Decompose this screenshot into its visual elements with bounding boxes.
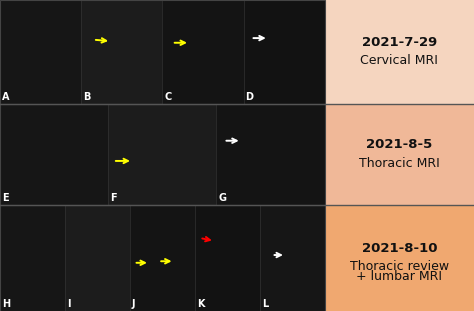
Bar <box>0 104 108 205</box>
Bar <box>325 104 474 205</box>
Text: B: B <box>83 92 91 102</box>
Bar <box>0 0 81 104</box>
Text: C: C <box>164 92 172 102</box>
Bar <box>260 205 325 311</box>
Bar <box>325 0 474 104</box>
Bar <box>0 104 325 205</box>
Text: 2021-8-10: 2021-8-10 <box>362 242 437 255</box>
Bar <box>0 205 325 311</box>
Bar <box>244 0 325 104</box>
Bar <box>0 0 325 104</box>
Text: F: F <box>110 193 117 203</box>
Text: G: G <box>219 193 227 203</box>
Text: 2021-7-29: 2021-7-29 <box>362 36 437 49</box>
Text: I: I <box>67 299 70 309</box>
Text: Cervical MRI: Cervical MRI <box>360 54 438 67</box>
Text: H: H <box>2 299 10 309</box>
Bar <box>0 205 65 311</box>
Bar <box>108 104 217 205</box>
Text: D: D <box>246 92 254 102</box>
Text: + lumbar MRI: + lumbar MRI <box>356 270 442 283</box>
Text: J: J <box>132 299 135 309</box>
Text: 2021-8-5: 2021-8-5 <box>366 138 432 151</box>
Bar <box>325 205 474 311</box>
Text: Thoracic review: Thoracic review <box>350 260 449 273</box>
Bar <box>217 104 325 205</box>
Text: K: K <box>197 299 204 309</box>
Text: E: E <box>2 193 9 203</box>
Bar <box>130 205 195 311</box>
Bar <box>162 0 244 104</box>
Text: A: A <box>2 92 9 102</box>
Text: Thoracic MRI: Thoracic MRI <box>359 157 440 170</box>
Text: L: L <box>262 299 268 309</box>
Bar <box>81 0 162 104</box>
Bar <box>65 205 130 311</box>
Bar <box>195 205 260 311</box>
